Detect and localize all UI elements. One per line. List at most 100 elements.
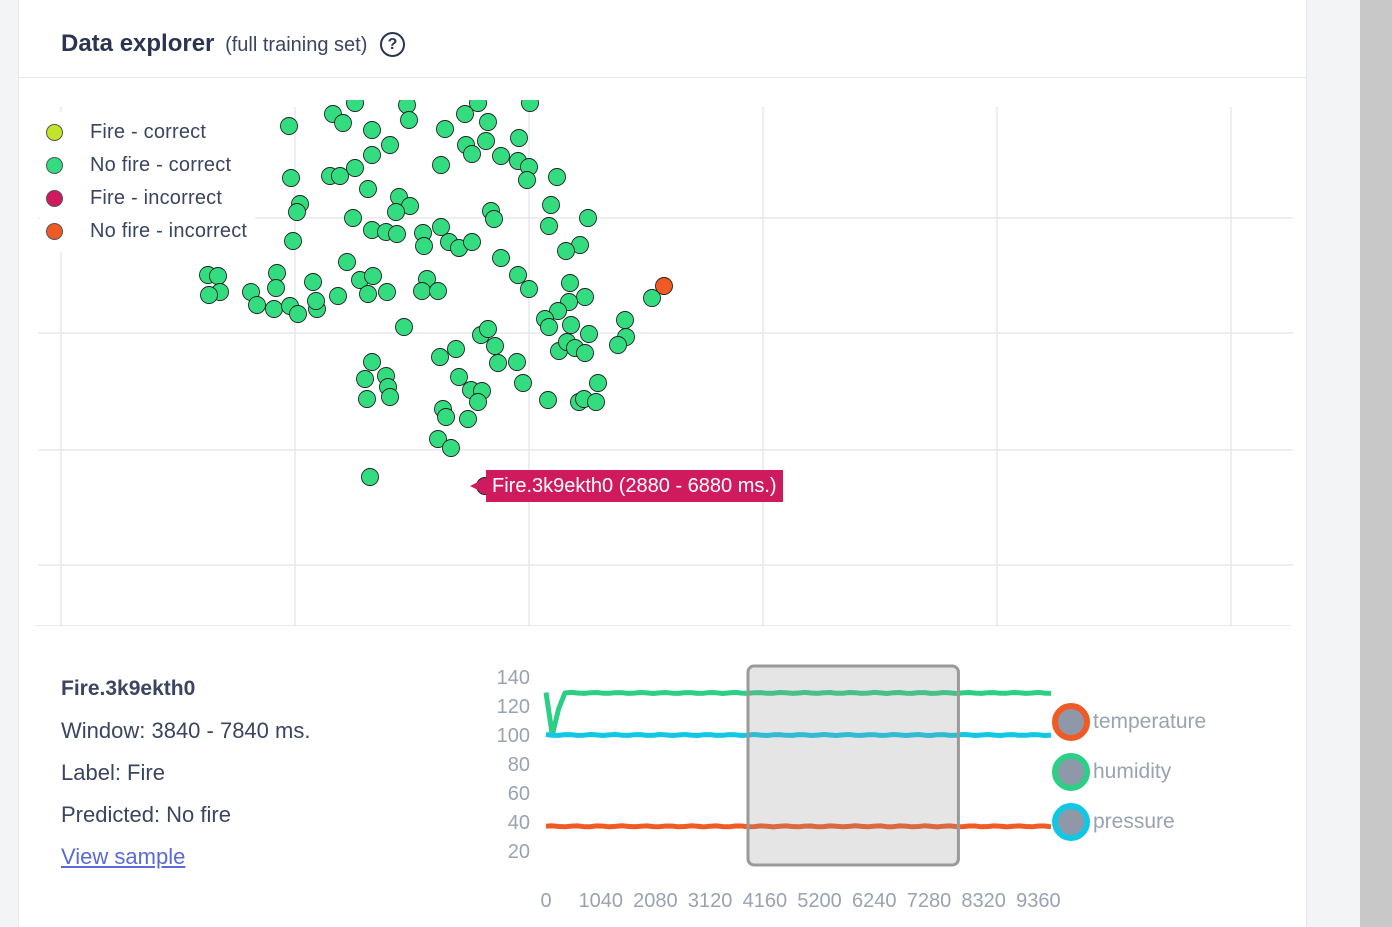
data-point-nofire-correct[interactable] xyxy=(307,292,325,310)
scatter-points[interactable] xyxy=(199,100,673,495)
data-point-nofire-correct[interactable] xyxy=(469,100,487,112)
data-point-nofire-correct[interactable] xyxy=(395,318,413,336)
data-point-nofire-correct[interactable] xyxy=(589,374,607,392)
data-point-nofire-correct[interactable] xyxy=(346,159,364,177)
data-point-nofire-correct[interactable] xyxy=(576,288,594,306)
data-point-nofire-correct[interactable] xyxy=(363,353,381,371)
legend-item-humidity[interactable]: humidity xyxy=(1052,747,1206,797)
selected-window-overlay[interactable] xyxy=(746,664,960,867)
data-point-nofire-correct[interactable] xyxy=(485,210,503,228)
data-point-nofire-correct[interactable] xyxy=(479,113,497,131)
data-point-nofire-correct[interactable] xyxy=(561,274,579,292)
data-point-nofire-correct[interactable] xyxy=(288,203,306,221)
data-point-nofire-correct[interactable] xyxy=(542,196,560,214)
data-point-nofire-correct[interactable] xyxy=(459,410,477,428)
data-point-nofire-correct[interactable] xyxy=(334,114,352,132)
data-point-nofire-correct[interactable] xyxy=(381,136,399,154)
data-point-nofire-correct[interactable] xyxy=(282,169,300,187)
legend-item-nofire-incorrect[interactable]: No fire - incorrect xyxy=(46,215,247,248)
data-point-nofire-correct[interactable] xyxy=(359,180,377,198)
data-point-nofire-correct[interactable] xyxy=(289,305,307,323)
data-point-nofire-correct[interactable] xyxy=(509,266,527,284)
data-point-nofire-correct[interactable] xyxy=(469,393,487,411)
page-scrollbar[interactable] xyxy=(1360,0,1392,927)
data-point-nofire-correct[interactable] xyxy=(463,233,481,251)
data-point-nofire-correct[interactable] xyxy=(413,282,431,300)
data-point-nofire-correct[interactable] xyxy=(361,468,379,486)
data-point-nofire-correct[interactable] xyxy=(579,209,597,227)
data-point-nofire-correct[interactable] xyxy=(539,391,557,409)
data-point-nofire-correct[interactable] xyxy=(267,279,285,297)
legend-item-nofire-correct[interactable]: No fire - correct xyxy=(46,149,247,182)
data-point-nofire-correct[interactable] xyxy=(540,217,558,235)
data-point-nofire-correct[interactable] xyxy=(436,120,454,138)
data-point-nofire-correct[interactable] xyxy=(562,316,580,334)
legend-item-fire-incorrect[interactable]: Fire - incorrect xyxy=(46,182,247,215)
data-point-nofire-correct[interactable] xyxy=(616,311,634,329)
data-point-nofire-correct[interactable] xyxy=(331,167,349,185)
data-point-nofire-correct[interactable] xyxy=(521,100,539,112)
data-point-nofire-correct[interactable] xyxy=(432,156,450,174)
data-point-nofire-correct[interactable] xyxy=(520,280,538,298)
data-point-nofire-correct[interactable] xyxy=(429,282,447,300)
data-point-nofire-incorrect[interactable] xyxy=(655,277,673,295)
data-point-nofire-correct[interactable] xyxy=(304,273,322,291)
data-point-nofire-correct[interactable] xyxy=(200,286,218,304)
data-point-nofire-correct[interactable] xyxy=(329,287,347,305)
data-point-nofire-correct[interactable] xyxy=(492,147,510,165)
data-point-nofire-correct[interactable] xyxy=(492,249,510,267)
data-point-nofire-correct[interactable] xyxy=(344,209,362,227)
data-point-nofire-correct[interactable] xyxy=(540,318,558,336)
data-point-nofire-correct[interactable] xyxy=(450,368,468,386)
data-point-nofire-correct[interactable] xyxy=(587,393,605,411)
legend-item-fire-correct[interactable]: Fire - correct xyxy=(46,116,247,149)
data-point-nofire-correct[interactable] xyxy=(363,121,381,139)
help-icon[interactable]: ? xyxy=(380,32,406,57)
data-point-nofire-correct[interactable] xyxy=(284,232,302,250)
data-point-nofire-correct[interactable] xyxy=(381,388,399,406)
data-point-nofire-correct[interactable] xyxy=(431,348,449,366)
data-point-nofire-correct[interactable] xyxy=(356,370,374,388)
data-point-nofire-correct[interactable] xyxy=(486,337,504,355)
data-point-nofire-correct[interactable] xyxy=(338,253,356,271)
data-point-nofire-correct[interactable] xyxy=(209,267,227,285)
data-point-nofire-correct[interactable] xyxy=(388,225,406,243)
sensor-line-chart[interactable]: 20 40 60 80 100 120 140 0 1040 2080 3120 4160 5200 62… xyxy=(470,660,1190,927)
data-point-nofire-correct[interactable] xyxy=(265,300,283,318)
data-point-nofire-correct[interactable] xyxy=(609,336,627,354)
view-sample-link[interactable]: View sample xyxy=(61,844,186,869)
data-point-nofire-correct[interactable] xyxy=(248,296,266,314)
data-point-nofire-correct[interactable] xyxy=(508,353,526,371)
data-point-nofire-correct[interactable] xyxy=(415,237,433,255)
data-point-nofire-correct[interactable] xyxy=(268,264,286,282)
data-point-nofire-correct[interactable] xyxy=(643,289,661,307)
data-point-nofire-correct[interactable] xyxy=(358,390,376,408)
data-point-nofire-correct[interactable] xyxy=(442,439,460,457)
data-point-nofire-correct[interactable] xyxy=(387,203,405,221)
data-point-nofire-correct[interactable] xyxy=(456,105,474,123)
data-point-nofire-correct[interactable] xyxy=(359,285,377,303)
legend-item-temperature[interactable]: temperature xyxy=(1052,697,1206,747)
data-point-nofire-correct[interactable] xyxy=(437,408,455,426)
data-point-nofire-correct[interactable] xyxy=(580,325,598,343)
data-point-nofire-correct[interactable] xyxy=(346,100,364,112)
data-point-nofire-correct[interactable] xyxy=(557,242,575,260)
data-point-nofire-correct[interactable] xyxy=(363,146,381,164)
data-point-nofire-correct[interactable] xyxy=(429,430,447,448)
data-point-nofire-correct[interactable] xyxy=(400,111,418,129)
data-point-nofire-correct[interactable] xyxy=(548,168,566,186)
data-point-nofire-correct[interactable] xyxy=(463,145,481,163)
data-point-nofire-correct[interactable] xyxy=(280,117,298,135)
data-point-nofire-correct[interactable] xyxy=(432,218,450,236)
data-point-nofire-correct[interactable] xyxy=(447,340,465,358)
data-point-nofire-correct[interactable] xyxy=(514,374,532,392)
data-point-nofire-correct[interactable] xyxy=(378,283,396,301)
data-point-nofire-correct[interactable] xyxy=(477,132,495,150)
data-point-nofire-correct[interactable] xyxy=(576,344,594,362)
data-point-nofire-correct[interactable] xyxy=(549,302,567,320)
legend-item-pressure[interactable]: pressure xyxy=(1052,797,1206,847)
data-point-nofire-correct[interactable] xyxy=(510,129,528,147)
data-point-nofire-correct[interactable] xyxy=(518,171,536,189)
data-point-nofire-correct[interactable] xyxy=(479,320,497,338)
data-point-nofire-correct[interactable] xyxy=(364,267,382,285)
